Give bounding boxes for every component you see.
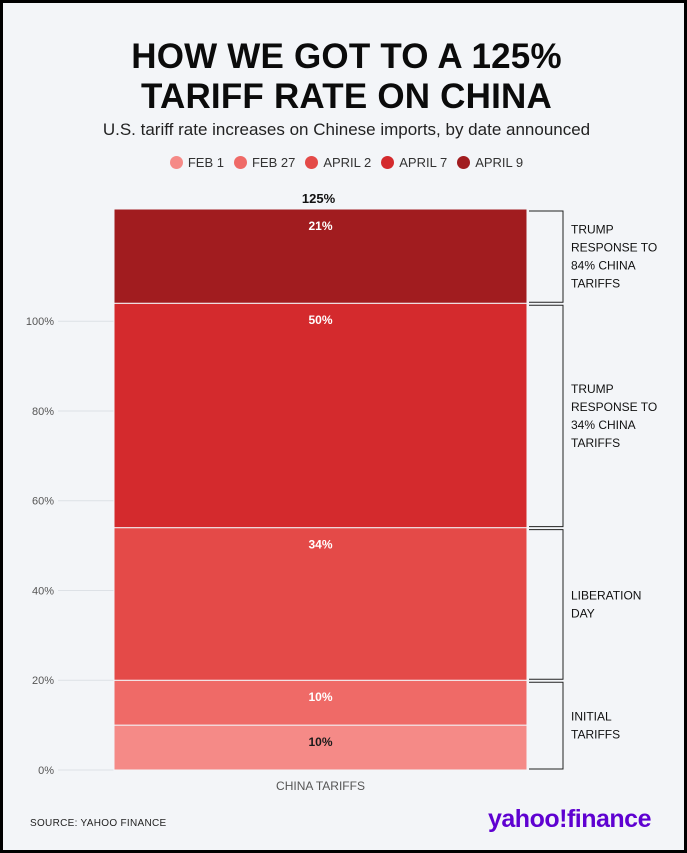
- bar-data-label: 50%: [308, 313, 332, 327]
- bar-segment: [113, 302, 528, 529]
- y-tick-label: 100%: [26, 316, 54, 328]
- bar-segment: [113, 208, 528, 304]
- annotation-bracket: [529, 304, 564, 528]
- annotation-text: INITIAL: [571, 710, 612, 724]
- legend-item: APRIL 9: [457, 155, 523, 170]
- bar-segment: [113, 724, 528, 771]
- annotation-bracket: [529, 681, 564, 770]
- source-note: SOURCE: YAHOO FINANCE: [30, 818, 167, 829]
- bar-data-label: 34%: [308, 538, 332, 552]
- legend-swatch: [457, 156, 471, 169]
- bar-data-label: 21%: [308, 219, 332, 233]
- annotation-bracket: [529, 210, 564, 303]
- legend-item: FEB 1: [169, 155, 224, 170]
- annotation-text: RESPONSE TO: [571, 400, 657, 414]
- yahoo-finance-logo: yahoo!finance: [488, 805, 651, 833]
- bar-segment: [113, 679, 528, 726]
- annotation-text: TARIFFS: [571, 277, 620, 291]
- legend-swatch: [305, 156, 319, 169]
- y-tick-label: 40%: [32, 585, 54, 597]
- y-tick-label: 20%: [32, 675, 54, 687]
- annotation-text: DAY: [571, 606, 595, 620]
- legend-label: FEB 27: [251, 155, 296, 170]
- legend-label: FEB 1: [187, 155, 224, 170]
- y-tick-label: 60%: [32, 496, 54, 508]
- legend-swatch: [233, 156, 247, 169]
- total-label: 125%: [302, 191, 336, 206]
- legend-item: APRIL 2: [305, 155, 371, 170]
- legend-label: APRIL 9: [475, 155, 524, 170]
- chart-subtitle: U.S. tariff rate increases on Chinese im…: [102, 120, 591, 139]
- legend-swatch: [381, 156, 395, 169]
- bar-data-label: 10%: [308, 690, 332, 704]
- legend-swatch: [169, 156, 183, 169]
- bar-data-label: 10%: [308, 735, 332, 749]
- annotation-bracket: [529, 529, 564, 680]
- y-tick-label: 0%: [38, 765, 54, 777]
- chart-title: HOW WE GOT TO A 125% TARIFF RATE ON CHIN…: [3, 37, 687, 117]
- annotation-text: RESPONSE TO: [571, 241, 657, 255]
- annotation-text: TRUMP: [571, 382, 614, 396]
- annotation-text: TARIFFS: [571, 728, 620, 742]
- bar-segment: [113, 527, 528, 681]
- title-line-1: HOW WE GOT TO A 125%: [131, 37, 562, 76]
- legend: FEB 1 FEB 27 APRIL 2 APRIL 7 APRIL 9: [3, 155, 687, 170]
- annotation-text: LIBERATION: [571, 588, 641, 602]
- annotation-text: TARIFFS: [571, 436, 620, 450]
- y-tick-label: 80%: [32, 406, 54, 418]
- legend-item: FEB 27: [233, 155, 296, 170]
- legend-item: APRIL 7: [381, 155, 447, 170]
- legend-label: APRIL 2: [323, 155, 372, 170]
- annotation-text: TRUMP: [571, 223, 614, 237]
- x-category-label: CHINA TARIFFS: [276, 779, 365, 793]
- title-line-2: TARIFF RATE ON CHINA: [141, 77, 552, 116]
- annotation-text: 84% CHINA: [571, 259, 636, 273]
- legend-label: APRIL 7: [399, 155, 448, 170]
- annotation-text: 34% CHINA: [571, 418, 636, 432]
